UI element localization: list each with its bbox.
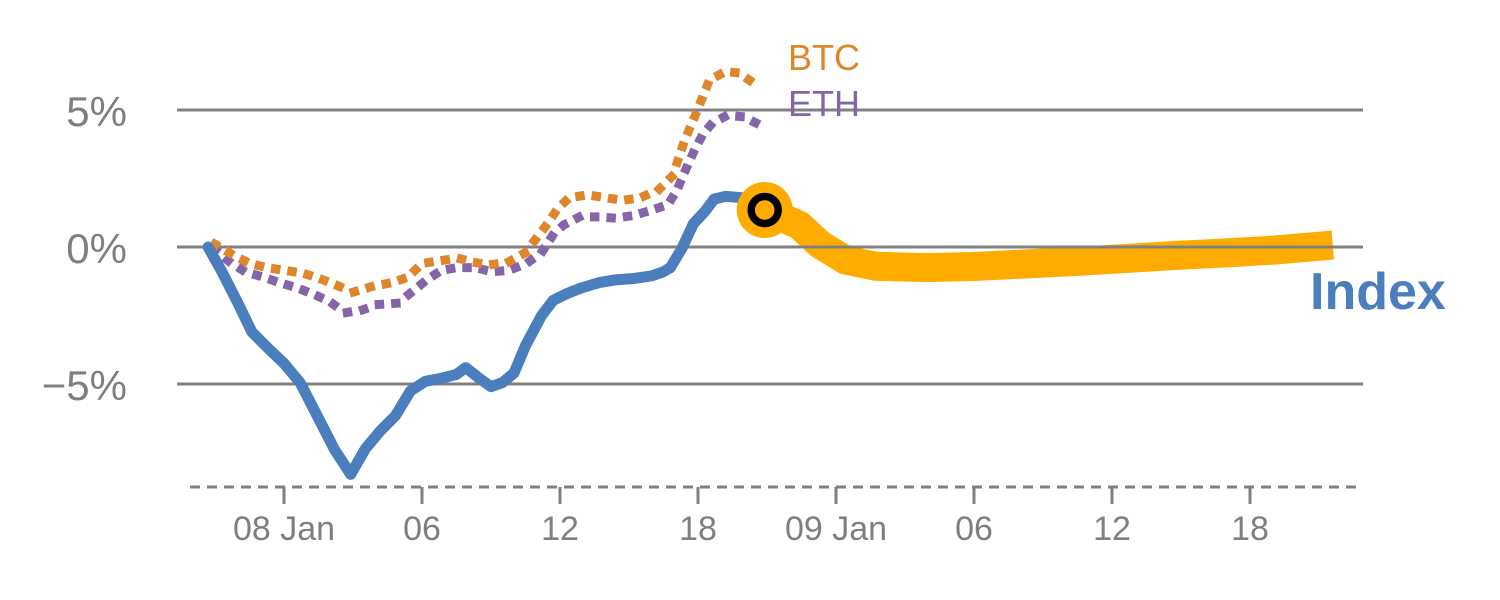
x-tick-label: 18 (1231, 510, 1269, 548)
x-tick-label: 12 (541, 510, 579, 548)
btc-line (208, 67, 758, 297)
y-tick-label: 0% (66, 225, 127, 272)
x-tick-label: 08 Jan (233, 510, 335, 548)
y-tick-label: −5% (42, 362, 127, 409)
index-forecast-band (758, 196, 1335, 283)
eth-series-label: ETH (788, 83, 860, 124)
x-tick-label: 09 Jan (785, 510, 887, 548)
y-tick-label: 5% (66, 88, 127, 135)
x-tick-label: 06 (403, 510, 441, 548)
x-tick-label: 18 (679, 510, 717, 548)
x-tick-label: 12 (1093, 510, 1131, 548)
x-tick-label: 06 (955, 510, 993, 548)
eth-line (208, 111, 767, 318)
forecast-marker-icon (747, 192, 782, 228)
index-line (202, 190, 771, 480)
btc-series-label: BTC (788, 37, 860, 78)
index-series-label: Index (1310, 263, 1446, 321)
